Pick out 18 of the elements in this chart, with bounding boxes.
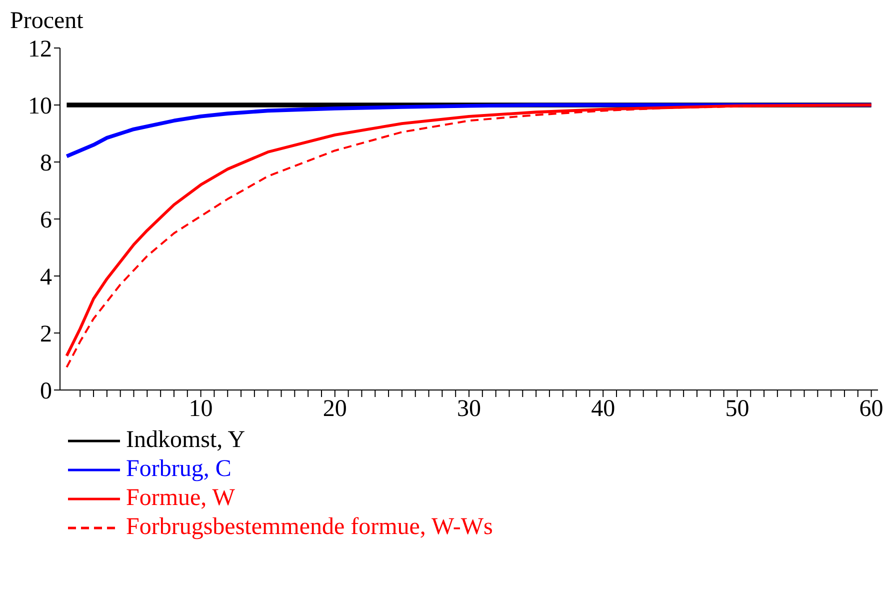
x-tick-label: 40 (591, 396, 616, 422)
y-tick-label: 4 (40, 264, 52, 291)
x-tick-label: 20 (322, 396, 347, 422)
y-tick-label: 0 (40, 378, 52, 405)
y-tick-label: 6 (40, 208, 52, 234)
y-tick-label: 10 (28, 94, 52, 120)
x-tick-label: 10 (188, 396, 213, 422)
y-tick-label: 2 (40, 322, 52, 348)
y-tick-label: 12 (28, 36, 52, 63)
x-tick-label: 60 (859, 396, 884, 422)
x-tick-label: 30 (457, 396, 481, 422)
legend-label: Indkomst, Y (126, 426, 246, 455)
y-axis-title: Procent (10, 8, 84, 34)
x-tick-label: 50 (725, 396, 750, 422)
legend-label: Formue, W (126, 484, 235, 513)
legend-label: Forbrugsbestemmende formue, W-Ws (126, 513, 493, 542)
legend-label: Forbrug, C (126, 455, 232, 484)
y-tick-label: 8 (40, 150, 52, 177)
